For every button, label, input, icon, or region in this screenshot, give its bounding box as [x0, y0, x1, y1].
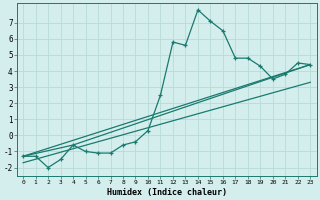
X-axis label: Humidex (Indice chaleur): Humidex (Indice chaleur)	[107, 188, 227, 197]
